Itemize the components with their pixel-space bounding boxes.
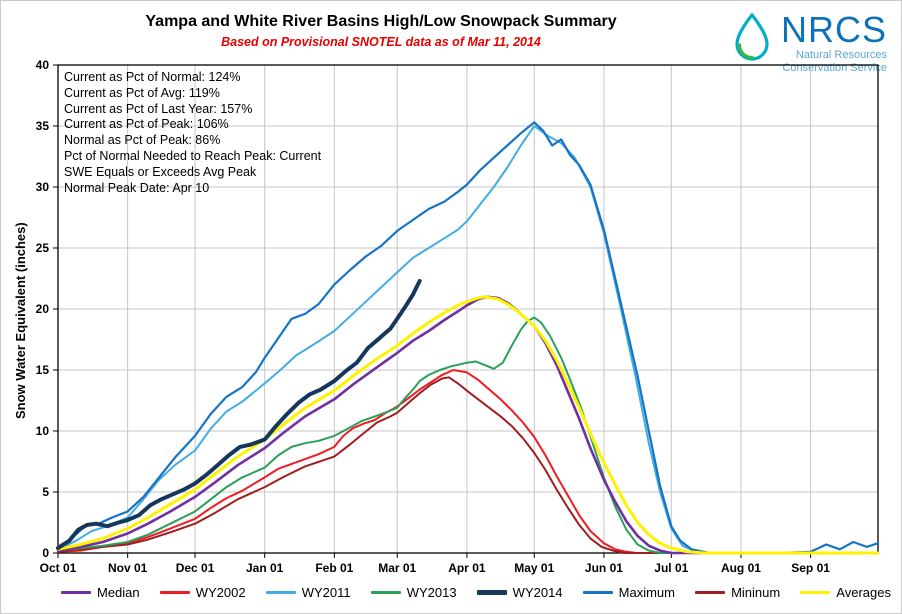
legend-item-wy2002[interactable]: WY2002 [159, 585, 246, 600]
nrcs-logo: NRCS Natural Resources Conservation Serv… [729, 11, 887, 75]
legend-label-maximum: Maximum [618, 585, 675, 600]
y-tick-label: 15 [36, 363, 50, 377]
chart-title: Yampa and White River Basins High/Low Sn… [145, 13, 617, 30]
nrcs-logo-text: NRCS Natural Resources Conservation Serv… [781, 11, 887, 75]
y-tick-label: 40 [36, 58, 50, 72]
y-tick-label: 20 [36, 302, 50, 316]
y-tick-label: 30 [36, 180, 50, 194]
x-tick-label: Apr 01 [448, 561, 486, 575]
legend-swatch-wy2014 [476, 590, 507, 595]
legend-swatch-median [61, 591, 91, 594]
legend-swatch-maximum [582, 591, 613, 594]
legend-label-mininum: Mininum [731, 585, 781, 600]
series-maximum-line [56, 121, 880, 555]
annotation-line: Current as Pct of Normal: 124% [64, 70, 241, 84]
x-tick-label: Dec 01 [176, 561, 215, 575]
x-tick-label: Jul 01 [654, 561, 688, 575]
legend-item-wy2014[interactable]: WY2014 [476, 585, 563, 600]
y-tick-label: 0 [42, 546, 49, 560]
y-tick-label: 25 [36, 241, 50, 255]
x-tick-label: Feb 01 [315, 561, 353, 575]
legend-swatch-mininum [695, 591, 726, 594]
x-tick-label: Oct 01 [40, 561, 77, 575]
annotation-line: Current as Pct of Peak: 106% [64, 117, 229, 132]
x-tick-label: Nov 01 [108, 561, 148, 575]
annotation-line: Pct of Normal Needed to Reach Peak: Curr… [64, 148, 322, 163]
legend-swatch-averages [800, 591, 831, 594]
legend-swatch-wy2011 [265, 591, 296, 594]
annotation-line: Normal Peak Date: Apr 10 [64, 180, 210, 195]
legend-label-wy2013: WY2013 [406, 585, 457, 600]
legend-item-wy2011[interactable]: WY2011 [265, 585, 351, 600]
x-tick-label: May 01 [514, 561, 554, 575]
legend-item-mininum[interactable]: Mininum [695, 585, 780, 600]
x-tick-label: Jan 01 [246, 561, 284, 575]
chart-subtitle: Based on Provisional SNOTEL data as of M… [221, 35, 541, 49]
annotation-line: SWE Equals or Exceeds Avg Peak [64, 164, 257, 179]
series-averages-line [56, 295, 880, 555]
y-tick-label: 5 [42, 485, 49, 499]
nrcs-drop-icon [735, 12, 769, 61]
plot-border [57, 64, 879, 554]
series-wy2014-line [56, 278, 422, 551]
x-tick-label: Mar 01 [378, 561, 416, 575]
nrcs-acronym: NRCS [780, 9, 887, 50]
x-tick-label: Jun 01 [585, 561, 623, 575]
legend-swatch-wy2002 [159, 591, 190, 594]
legend-label-averages: Averages [836, 585, 891, 600]
x-tick-label: Sep 01 [791, 561, 830, 575]
annotation-line: Normal as Pct of Peak: 86% [64, 133, 221, 148]
legend-item-averages[interactable]: Averages [800, 585, 891, 600]
series-mininum-line [57, 376, 879, 554]
series-wy2011-line [57, 125, 879, 554]
legend: Median WY2002 WY2011 WY2013 WY2014 Maximum Min… [61, 585, 891, 600]
y-tick-label: 10 [36, 424, 50, 438]
nrcs-org-line1: Natural Resources [795, 49, 887, 61]
legend-label-wy2014: WY2014 [512, 585, 563, 600]
legend-item-maximum[interactable]: Maximum [582, 585, 675, 600]
legend-item-wy2013[interactable]: WY2013 [370, 585, 457, 600]
annotation-line: Current as Pct of Avg: 119% [64, 85, 220, 100]
legend-label-wy2011: WY2011 [301, 585, 351, 600]
legend-item-median[interactable]: Median [61, 585, 140, 600]
y-tick-label: 35 [36, 119, 50, 133]
stats-annotation: Current as Pct of Normal: 124% Current a… [64, 70, 321, 196]
legend-label-wy2002: WY2002 [195, 585, 246, 600]
series-median-line [56, 295, 880, 555]
annotation-line: Current as Pct of Last Year: 157% [64, 101, 253, 116]
legend-label-median: Median [97, 585, 140, 600]
x-tick-label: Aug 01 [721, 561, 761, 575]
legend-swatch-wy2013 [370, 591, 401, 594]
series-wy2013-line [57, 316, 879, 554]
